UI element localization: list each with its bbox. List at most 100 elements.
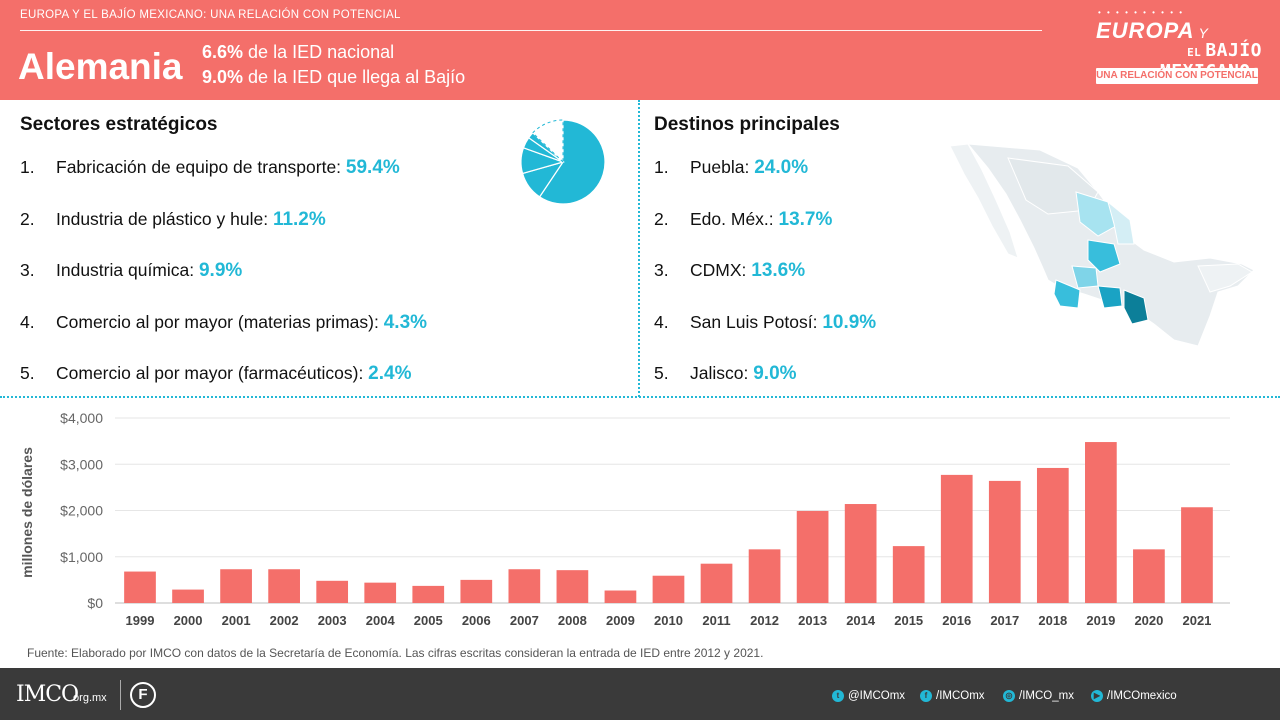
bar (604, 590, 637, 603)
x-tick-label: 2016 (942, 613, 971, 628)
destino-item-percent: 9.0% (753, 363, 797, 384)
x-tick-label: 2007 (510, 613, 539, 628)
imco-logo[interactable]: IMCO (16, 682, 79, 707)
destino-item-number: 5. (654, 363, 669, 383)
destino-item: 3. CDMX: 13.6% (654, 260, 805, 282)
country-title: Alemania (18, 46, 183, 87)
map-baja-california (949, 143, 1019, 259)
bar (460, 579, 493, 603)
kicker-title: EUROPA Y EL BAJÍO MEXICANO: UNA RELACIÓN… (20, 9, 401, 21)
x-tick-label: 2003 (318, 613, 347, 628)
sector-item-percent: 4.3% (383, 311, 428, 333)
x-tick-label: 2020 (1134, 613, 1163, 628)
sector-item: 3. Industria química: 9.9% (20, 260, 242, 282)
bar (1036, 467, 1069, 603)
bar (556, 570, 589, 603)
destino-item-label: CDMX: (690, 260, 752, 280)
social-link[interactable]: ▶ /IMCOmexico (1091, 690, 1177, 702)
bar (796, 510, 829, 603)
sector-item-percent: 59.4% (345, 157, 400, 178)
footer: IMCO .org.mx F t @IMCOmx f/IMCOmx ◎ /IMCO_mx… (0, 668, 1280, 720)
bar (172, 589, 204, 603)
pie-slice-other (532, 119, 564, 164)
youtube-icon: ▶ (1091, 690, 1103, 702)
sector-item-label: Comercio al por mayor (farmacéuticos): (56, 363, 369, 383)
social-handle: /IMCOmx (936, 690, 985, 702)
social-handle: /IMCOmexico (1107, 690, 1177, 702)
destino-item: 4. San Luis Potosí: 10.9% (654, 312, 876, 334)
stat-national-label: de la IED nacional (248, 42, 395, 62)
sectors-pie-chart (520, 119, 606, 205)
map-san-luis-potosi (1087, 239, 1121, 273)
x-tick-label: 2005 (414, 613, 443, 628)
social-link[interactable]: ◎ /IMCO_mx (1003, 690, 1074, 702)
pie-slice (538, 119, 606, 205)
y-axis-label: millones de dólares (19, 447, 35, 578)
sector-item-number: 5. (20, 363, 35, 383)
sector-item-label: Industria de plástico y hule: (56, 208, 273, 229)
sector-item-number: 3. (20, 260, 35, 280)
x-tick-label: 2014 (846, 613, 876, 628)
sectores-title: Sectores estratégicos (20, 114, 218, 135)
logo-line-1: EUROPA Y (1096, 18, 1209, 43)
stat-national-value: 6.6% (202, 42, 244, 62)
sector-item: 4. Comercio al por mayor (materias primas… (20, 312, 427, 334)
sector-item: 5. Comercio al por mayor (farmacéuticos):… (20, 363, 411, 385)
sector-item-label: Comercio al por mayor (materias primas): (56, 311, 384, 332)
map-tamaulipas (1107, 200, 1135, 245)
source-note: Fuente: Elaborado por IMCO con datos de … (27, 646, 764, 660)
sector-item-label: Industria química: (56, 260, 199, 280)
x-tick-label: 2011 (702, 613, 730, 628)
destino-item-percent: 13.7% (778, 208, 833, 230)
sector-item: 2. Industria de plástico y hule: 11.2% (20, 209, 326, 231)
sector-item-percent: 2.4% (368, 363, 412, 384)
social-handle: @IMCOmx (848, 690, 906, 702)
stat-bajio-value: 9.0% (202, 67, 244, 87)
imco-domain[interactable]: .org.mx (70, 692, 107, 704)
stat-bajio: 9.0% de la IED que llega al Bajío (202, 67, 465, 88)
social-handle: /IMCO_mx (1019, 690, 1074, 702)
destino-item-label: Edo. Méx.: (690, 208, 779, 229)
horizontal-divider (0, 396, 1280, 398)
y-tick-label: $3,000 (60, 456, 103, 472)
x-tick-label: 2010 (654, 613, 683, 628)
x-tick-label: 2000 (174, 613, 203, 628)
stat-national: 6.6% de la IED nacional (202, 42, 394, 63)
social-link[interactable]: f/IMCOmx (920, 690, 985, 702)
kicker-divider (20, 30, 1042, 31)
x-tick-label: 2017 (990, 613, 1019, 628)
x-tick-label: 1999 (126, 613, 155, 628)
map-puebla (1123, 289, 1149, 325)
bar (748, 549, 781, 603)
destino-item: 1. Puebla: 24.0% (654, 157, 808, 179)
facebook-icon: f (920, 690, 932, 702)
x-tick-label: 2018 (1038, 613, 1067, 628)
x-tick-label: 2021 (1182, 613, 1211, 628)
f-logo-icon[interactable]: F (130, 682, 156, 708)
bar (364, 582, 397, 603)
bar (700, 563, 733, 603)
destino-item-percent: 13.6% (751, 260, 806, 281)
destino-item-label: San Luis Potosí: (690, 311, 823, 332)
map-yucatan (1197, 263, 1253, 293)
x-tick-label: 2006 (462, 613, 491, 628)
bar (1085, 442, 1117, 603)
x-tick-label: 2004 (366, 613, 396, 628)
destino-item-percent: 24.0% (754, 157, 809, 178)
destino-item: 5. Jalisco: 9.0% (654, 363, 797, 385)
social-link[interactable]: t @IMCOmx (832, 690, 905, 702)
map-nuevo-leon (1075, 191, 1117, 237)
sector-item-number: 1. (20, 157, 35, 177)
sector-item: 1. Fabricación de equipo de transporte: 5… (20, 157, 400, 179)
bar (412, 585, 445, 603)
bar (220, 569, 252, 603)
x-tick-label: 2019 (1086, 613, 1115, 628)
sector-item-percent: 9.9% (198, 260, 243, 281)
destino-item-number: 3. (654, 260, 669, 280)
ied-bar-chart: $0 $1,000 $2,000 $3,000 $4,000 millones de dó… (19, 410, 1230, 628)
vertical-divider (638, 100, 640, 397)
y-tick-label: $4,000 (60, 410, 103, 426)
sector-item-number: 2. (20, 208, 35, 229)
destino-item-number: 1. (654, 157, 669, 177)
x-tick-label: 2001 (222, 613, 251, 628)
